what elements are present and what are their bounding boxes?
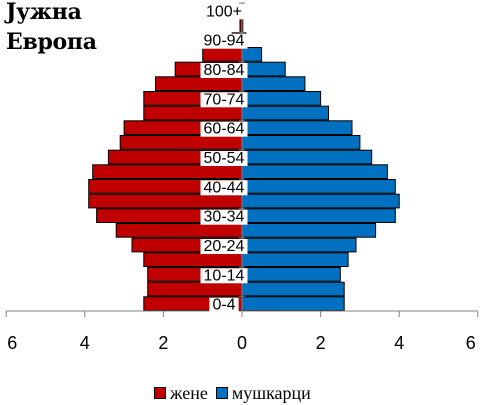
bar-male-65-69: [241, 105, 329, 121]
y-tick-label-background: [200, 268, 248, 284]
y-tick-label-10-14: 10-14: [204, 267, 245, 284]
bar-male-55-59: [241, 135, 361, 150]
legend-item-male: мушкарци: [215, 383, 311, 403]
bar-male-60-64: [241, 120, 353, 136]
legend-label-female: жене: [170, 383, 208, 403]
y-tick-label-background: [200, 180, 248, 196]
bar-male-85-89: [241, 47, 263, 62]
bar-male-25-29: [241, 223, 377, 238]
y-tick-label-100plus: 100+: [206, 3, 242, 20]
bar-male-75-79: [241, 76, 306, 92]
legend-item-female: жене: [154, 384, 208, 402]
y-tick-label-90-94: 90-94: [204, 33, 245, 50]
x-tick-label: 2: [158, 333, 168, 353]
legend-swatch-male: [215, 387, 228, 399]
y-tick-label-50-54: 50-54: [204, 150, 245, 167]
y-tick-label-80-84: 80-84: [204, 62, 245, 79]
y-tick-label-60-64: 60-64: [204, 121, 245, 138]
y-tick-label-background: [209, 297, 239, 313]
x-tick-label: 2: [316, 333, 326, 353]
bar-male-50-54: [241, 149, 373, 165]
legend-label-male: мушкарци: [231, 383, 311, 403]
x-tick-label: 4: [394, 333, 404, 353]
y-tick-label-70-74: 70-74: [204, 91, 245, 108]
y-tick-label-0-4: 0-4: [212, 297, 235, 314]
bar-male-5-9: [241, 281, 345, 297]
y-tick-label-40-44: 40-44: [204, 179, 245, 196]
x-tick-label: 0: [237, 333, 247, 353]
y-tick-label-background: [200, 33, 248, 49]
bar-male-80-84: [241, 61, 286, 77]
legend: жене мушкарци: [154, 384, 319, 402]
y-tick-label-30-34: 30-34: [204, 209, 245, 226]
chart-title-line-2: Европа: [6, 29, 97, 55]
bar-male-35-39: [241, 193, 400, 209]
bar-male-20-24: [241, 237, 357, 253]
bar-male-40-44: [241, 179, 396, 194]
y-tick-label-background: [200, 239, 248, 254]
bar-male-45-49: [241, 164, 388, 180]
y-tick-label-background: [200, 92, 248, 108]
x-tick-label: 6: [7, 333, 17, 353]
legend-swatch-female: [154, 387, 166, 399]
bar-male-15-19: [241, 252, 349, 268]
x-tick-label: 4: [80, 333, 90, 353]
y-tick-label-20-24: 20-24: [204, 238, 245, 255]
bar-male-30-34: [241, 208, 396, 224]
y-tick-label-background: [200, 151, 248, 166]
x-tick-label: 6: [466, 333, 476, 353]
y-tick-label-background: [200, 63, 248, 78]
bar-male-0-4: [241, 296, 345, 311]
y-tick-label-background: [203, 4, 245, 20]
y-tick-label-background: [200, 209, 248, 225]
y-tick-label-background: [200, 121, 248, 137]
bar-male-70-74: [241, 91, 322, 106]
bar-male-10-14: [241, 267, 341, 282]
chart-title-line-1: Јужна: [6, 0, 82, 25]
